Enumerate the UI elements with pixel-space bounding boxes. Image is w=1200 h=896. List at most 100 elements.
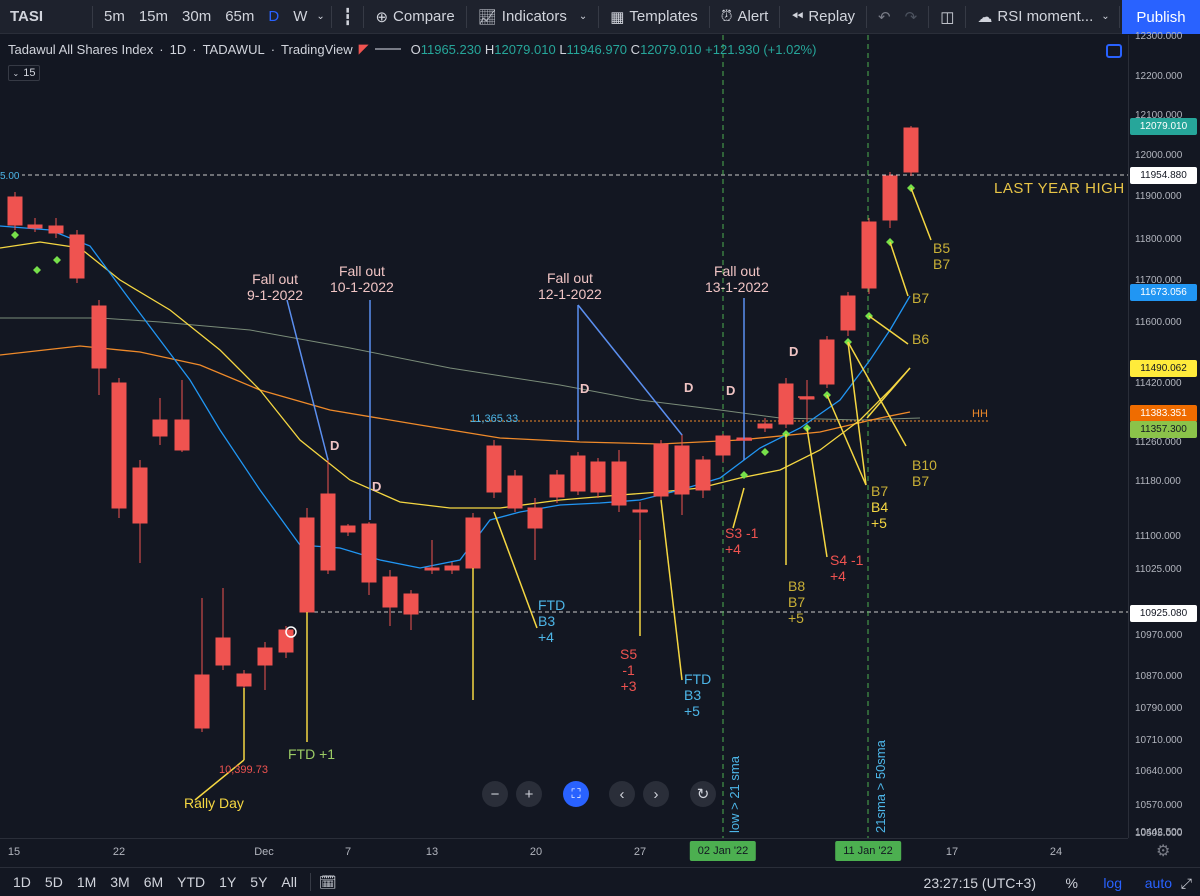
low-value: 11946.970 xyxy=(566,41,628,57)
templates-label: Templates xyxy=(629,8,698,25)
candle-body xyxy=(111,382,127,509)
price-badge: 11673.056 xyxy=(1130,284,1197,301)
percent-toggle[interactable]: % xyxy=(1065,875,1078,891)
price-tick-label: 11420.000 xyxy=(1135,378,1182,389)
price-badge: 11490.062 xyxy=(1130,360,1197,377)
object-tree-button[interactable] xyxy=(1106,44,1122,58)
legend-collapse-toggle[interactable]: ⌄ 15 xyxy=(8,65,40,81)
zoom-in-button[interactable]: + xyxy=(516,781,542,807)
reset-chart-button[interactable]: ⛶ xyxy=(563,781,589,807)
signal-diamond xyxy=(33,266,41,274)
scroll-left-button[interactable]: ‹ xyxy=(609,781,635,807)
price-tick-label: 11180.000 xyxy=(1135,476,1181,487)
interval-30m[interactable]: 30m xyxy=(182,8,212,25)
interval-dropdown[interactable]: ⌄ xyxy=(316,11,325,22)
b6-label: B6 xyxy=(912,331,930,347)
s4-pointer xyxy=(806,427,828,558)
log-toggle[interactable]: log xyxy=(1103,875,1122,891)
interval-w[interactable]: W xyxy=(293,8,308,25)
time-tick-label: 27 xyxy=(633,846,647,858)
price-tick-label: 12000.000 xyxy=(1135,150,1183,161)
price-tick-label: 11700.000 xyxy=(1135,275,1182,286)
range-5y[interactable]: 5Y xyxy=(250,874,268,890)
price-tick-label: 10442.500 xyxy=(1135,827,1183,838)
saved-study-button[interactable]: ☁︎ RSI moment... ⌄ xyxy=(970,0,1115,34)
range-5d[interactable]: 5D xyxy=(44,874,63,890)
price-tick-label: 10710.000 xyxy=(1135,735,1183,746)
plus-circle-icon: ⊕ xyxy=(375,8,389,26)
replay-label: Replay xyxy=(808,8,856,25)
range-6m[interactable]: 6M xyxy=(143,874,164,890)
price-tick-label: 11600.000 xyxy=(1135,317,1182,328)
low-price-label: 10,399.73 xyxy=(219,764,268,776)
price-badge: 12079.010 xyxy=(1130,118,1197,135)
reset-scroll-button[interactable]: ↻ xyxy=(690,781,716,807)
interval-15m[interactable]: 15m xyxy=(138,8,169,25)
axis-settings-button[interactable]: ⚙︎ xyxy=(1156,841,1170,861)
replay-button[interactable]: ⏪︎ Replay xyxy=(784,0,862,34)
layout-button[interactable]: ◫ xyxy=(933,0,961,34)
divider xyxy=(363,5,365,28)
signal-diamond xyxy=(740,471,748,479)
divider xyxy=(779,5,781,28)
range-3m[interactable]: 3M xyxy=(110,874,130,890)
price-axis[interactable]: 12300.000 12200.000 12100.000 12000.000 1190… xyxy=(1128,31,1200,839)
time-tick-label: 24 xyxy=(1049,846,1063,858)
s4-label: S4 -1 +4 xyxy=(830,552,864,584)
time-tick-label: 17 xyxy=(945,846,959,858)
scroll-right-button[interactable]: › xyxy=(643,781,669,807)
price-badge: 10925.080 xyxy=(1130,605,1197,622)
divider xyxy=(1119,5,1121,28)
candle-body xyxy=(132,467,148,524)
ftd-b3-pointer-2 xyxy=(660,499,683,681)
alert-button[interactable]: ⏰︎ Alert xyxy=(714,0,776,34)
range-1y[interactable]: 1Y xyxy=(219,874,237,890)
interval-5m[interactable]: 5m xyxy=(104,8,125,25)
range-1m[interactable]: 1M xyxy=(76,874,97,890)
left-price-label: 5.00 xyxy=(0,171,22,185)
interval-d[interactable]: D xyxy=(268,8,280,25)
redo-button[interactable]: ↷ xyxy=(898,0,925,34)
timezone-clock[interactable]: 23:27:15 (UTC+3) xyxy=(923,875,1036,891)
time-tick-label: Dec xyxy=(254,846,274,858)
candle-body xyxy=(403,593,419,615)
symbol-search[interactable]: TASI xyxy=(10,8,44,25)
legend-exchange: TADAWUL xyxy=(202,41,265,57)
templates-button[interactable]: ▦ Templates xyxy=(603,0,705,34)
range-1d[interactable]: 1D xyxy=(13,874,31,890)
candle-body xyxy=(611,461,627,506)
cloud-icon: ☁︎ xyxy=(977,8,993,26)
compare-button[interactable]: ⊕ Compare xyxy=(368,0,461,34)
b5-label: B5 B7 xyxy=(933,240,951,272)
undo-button[interactable]: ↶ xyxy=(871,0,898,34)
indicators-button[interactable]: 📈︎ Indicators ⌄ xyxy=(471,0,594,34)
time-tick-label: 22 xyxy=(112,846,126,858)
range-all[interactable]: All xyxy=(281,874,297,890)
publish-button[interactable]: Publish xyxy=(1122,0,1200,34)
range-ytd[interactable]: YTD xyxy=(177,874,206,890)
fullscreen-button[interactable]: ⤢ xyxy=(1181,875,1192,892)
time-axis[interactable]: 15 22 Dec 7 13 20 27 17 24 02 Jan '22 11 Jan '22 xyxy=(0,838,1128,866)
divider xyxy=(598,5,600,28)
zoom-out-button[interactable]: − xyxy=(482,781,508,807)
flag-icon[interactable]: ◤ xyxy=(358,41,369,56)
rally-day-pointer xyxy=(194,759,245,801)
b6-pointer xyxy=(868,315,909,345)
divider xyxy=(465,5,467,28)
time-tick-label: 20 xyxy=(529,846,543,858)
ftd-b3-pointer-1 xyxy=(493,511,538,629)
vline-label-1: low > 21 sma xyxy=(727,756,742,833)
chart-pane[interactable]: Tadawul All Shares Index · 1D · TADAWUL … xyxy=(0,35,1128,838)
chart-type-button[interactable]: ┇ xyxy=(336,0,360,34)
s5-label: S5 -1 +3 xyxy=(620,646,638,694)
interval-65m[interactable]: 65m xyxy=(225,8,255,25)
signal-diamond xyxy=(761,448,769,456)
d-marker: D xyxy=(330,438,340,453)
auto-toggle[interactable]: auto xyxy=(1144,875,1172,891)
alarm-clock-icon: ⏰︎ xyxy=(720,8,733,25)
fallout-pointer-1 xyxy=(286,299,329,461)
goto-date-button[interactable]: 🗓︎ xyxy=(319,874,337,891)
fallout-label-4: Fall out 13-1-2022 xyxy=(705,263,769,295)
legend-source: TradingView xyxy=(281,41,353,57)
candle-body xyxy=(215,637,231,666)
